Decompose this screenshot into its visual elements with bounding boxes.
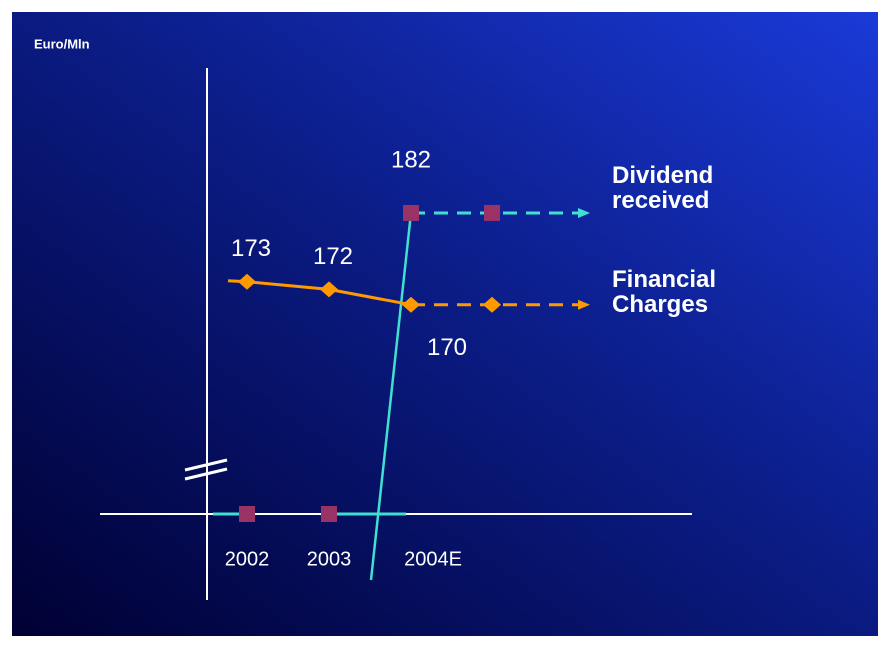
x-tick-label: 2004E [404, 548, 462, 570]
marker [403, 204, 419, 221]
legend-entry: Financial Charges [612, 265, 717, 318]
forecast-arrow [578, 299, 590, 310]
marker [484, 204, 500, 221]
axis-break [184, 458, 228, 472]
forecast-arrow [578, 207, 590, 218]
legend-entry: Dividend received [612, 161, 714, 214]
data-label: 170 [427, 334, 467, 361]
data-label: 172 [313, 243, 353, 270]
x-tick-label: 2003 [307, 548, 352, 570]
marker [483, 296, 501, 313]
background [12, 12, 878, 636]
line-extension [369, 212, 413, 581]
axis-break [184, 467, 228, 481]
marker [321, 506, 337, 522]
marker [320, 281, 338, 298]
marker [238, 273, 256, 290]
marker [239, 506, 255, 522]
y-axis-label: Euro/Mln [34, 36, 90, 51]
marker [402, 296, 420, 313]
data-label: 182 [391, 146, 431, 173]
data-label: 173 [231, 235, 271, 262]
x-tick-label: 2002 [225, 548, 270, 570]
